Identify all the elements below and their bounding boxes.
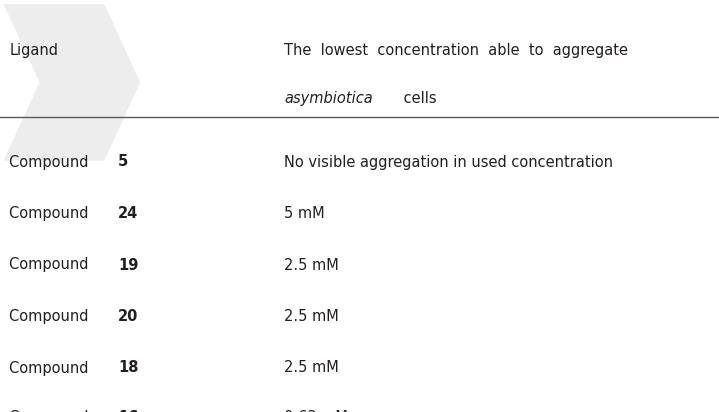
Text: 24: 24 (118, 206, 138, 221)
Text: 20: 20 (118, 309, 138, 324)
Text: Ligand: Ligand (9, 43, 58, 58)
Text: Compound: Compound (9, 360, 93, 375)
Text: cells: cells (398, 91, 436, 105)
Text: 18: 18 (118, 360, 138, 375)
Text: 2.5 mM: 2.5 mM (284, 309, 339, 324)
Text: 2.5 mM: 2.5 mM (284, 360, 339, 375)
Text: Compound: Compound (9, 206, 93, 221)
Text: Compound: Compound (9, 258, 93, 272)
Text: Compound: Compound (9, 154, 93, 169)
Text: 5 mM: 5 mM (284, 206, 325, 221)
Text: 2.5 mM: 2.5 mM (284, 258, 339, 272)
Text: Compound: Compound (9, 309, 93, 324)
Text: Compound: Compound (9, 410, 93, 412)
Text: 5: 5 (118, 154, 128, 169)
Text: No visible aggregation in used concentration: No visible aggregation in used concentra… (284, 154, 613, 169)
Text: The  lowest  concentration  able  to  aggregate: The lowest concentration able to aggrega… (284, 43, 637, 58)
Text: 16: 16 (118, 410, 138, 412)
Text: 19: 19 (118, 258, 138, 272)
Polygon shape (4, 4, 140, 161)
Text: 0.63 mM: 0.63 mM (284, 410, 348, 412)
Text: asymbiotica: asymbiotica (284, 91, 372, 105)
